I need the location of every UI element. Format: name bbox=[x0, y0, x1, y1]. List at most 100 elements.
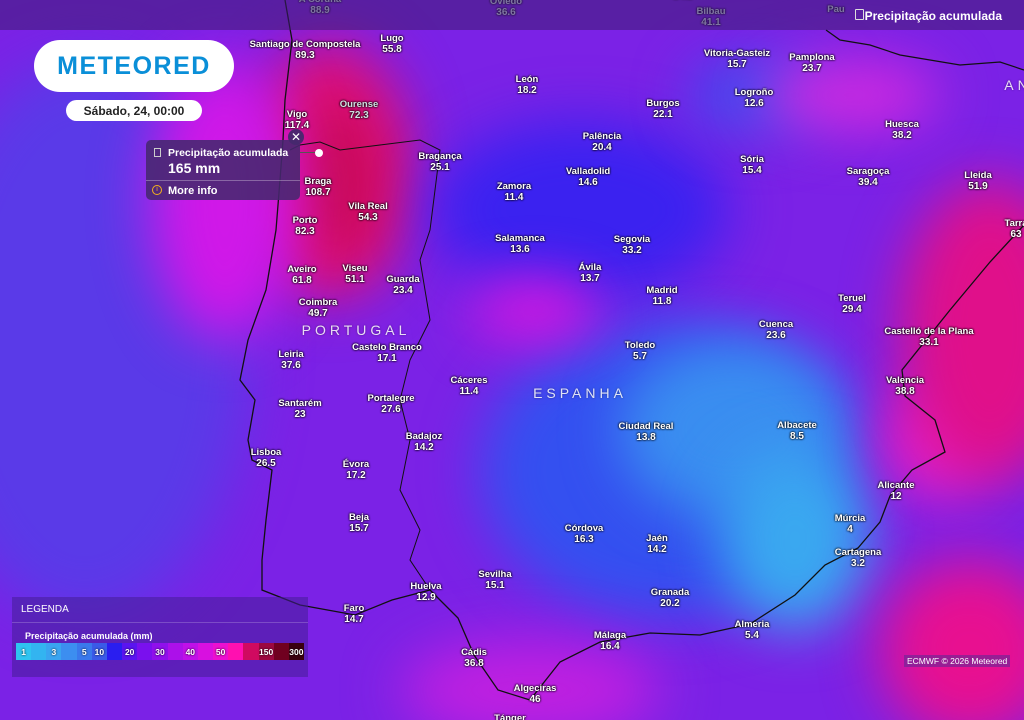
city-value: 13.8 bbox=[636, 432, 656, 443]
legend-stop: 30 bbox=[152, 643, 168, 660]
city-value: 23.7 bbox=[802, 63, 822, 74]
city-label[interactable]: Santiago de Compostela 89.3 bbox=[250, 39, 361, 61]
city-label[interactable]: Bragança 25.1 bbox=[418, 151, 461, 173]
city-label[interactable]: Guarda 23.4 bbox=[386, 274, 419, 296]
city-label[interactable]: Zamora 11.4 bbox=[497, 181, 531, 203]
city-label[interactable]: Portalegre 27.6 bbox=[368, 393, 415, 415]
city-label[interactable]: Lugo 55.8 bbox=[380, 33, 403, 55]
city-label[interactable]: Porto 82.3 bbox=[293, 215, 318, 237]
legend-title: LEGENDA bbox=[21, 604, 69, 615]
city-value: 3.2 bbox=[851, 558, 865, 569]
city-label[interactable]: Aveiro 61.8 bbox=[287, 264, 316, 286]
city-name: Castelo Branco bbox=[352, 342, 422, 353]
city-label[interactable]: Huelva 12.9 bbox=[410, 581, 441, 603]
city-label[interactable]: Sória 15.4 bbox=[740, 154, 764, 176]
city-label[interactable]: Cáceres 11.4 bbox=[451, 375, 488, 397]
city-value: 14.6 bbox=[578, 177, 598, 188]
city-label[interactable]: Córdova 16.3 bbox=[565, 523, 604, 545]
city-value: 23 bbox=[294, 409, 306, 420]
city-label[interactable]: Múrcia 4 bbox=[835, 513, 866, 535]
city-name: Viseu bbox=[342, 263, 368, 274]
city-label[interactable]: Segovia 33.2 bbox=[614, 234, 650, 256]
city-name: Cuenca bbox=[758, 319, 794, 330]
more-info-link[interactable]: More info bbox=[168, 185, 218, 197]
city-label[interactable]: Pamplona 23.7 bbox=[789, 52, 834, 74]
city-value: 33.1 bbox=[919, 337, 939, 348]
city-label[interactable]: Vila Real 54.3 bbox=[348, 201, 387, 223]
city-label[interactable]: Faro 14.7 bbox=[344, 603, 365, 625]
city-label[interactable]: Santarém 23 bbox=[278, 398, 321, 420]
city-label[interactable]: Lisboa 26.5 bbox=[251, 447, 282, 469]
city-label[interactable]: Ourense 72.3 bbox=[340, 99, 379, 121]
legend-stop bbox=[61, 643, 77, 660]
meteored-logo[interactable]: METEORED bbox=[34, 40, 234, 92]
city-label[interactable]: Vitoria-Gasteiz 15.7 bbox=[704, 48, 770, 70]
city-label[interactable]: Valladolid 14.6 bbox=[566, 166, 610, 188]
city-label[interactable]: Évora 17.2 bbox=[343, 459, 369, 481]
city-label[interactable]: Jaén 14.2 bbox=[646, 533, 668, 555]
city-label[interactable]: Valencia 38.8 bbox=[886, 375, 924, 397]
city-label[interactable]: Tarra63 bbox=[1004, 218, 1024, 240]
city-value: 14.2 bbox=[414, 442, 434, 453]
city-label[interactable]: Leiria 37.6 bbox=[278, 349, 303, 371]
city-label[interactable]: Cuenca 23.6 bbox=[759, 319, 793, 341]
city-label[interactable]: Málaga 16.4 bbox=[594, 630, 626, 652]
city-label[interactable]: Beja 15.7 bbox=[349, 512, 369, 534]
city-label[interactable]: Toledo 5.7 bbox=[625, 340, 655, 362]
city-label[interactable]: Ciudad Real 13.8 bbox=[619, 421, 674, 443]
city-label[interactable]: Salamanca 13.6 bbox=[495, 233, 545, 255]
city-label[interactable]: Tánger bbox=[494, 713, 526, 720]
city-label[interactable]: Ávila 13.7 bbox=[579, 262, 602, 284]
city-label[interactable]: Vigo 117.4 bbox=[285, 109, 309, 131]
layer-title[interactable]: Precipitação acumulada bbox=[864, 9, 1002, 23]
city-value: 12.9 bbox=[416, 592, 436, 603]
city-name: Braga bbox=[304, 176, 332, 187]
location-pin[interactable] bbox=[315, 149, 323, 157]
forecast-date[interactable]: Sábado, 24, 00:00 bbox=[66, 100, 202, 121]
city-label[interactable]: Algeciras 46 bbox=[514, 683, 557, 705]
city-label[interactable]: Badajoz 14.2 bbox=[406, 431, 442, 453]
legend-stop: 1 bbox=[16, 643, 32, 660]
city-label[interactable]: Palência 20.4 bbox=[583, 131, 622, 153]
city-label[interactable]: Alicante 12 bbox=[878, 480, 915, 502]
city-value: 4 bbox=[847, 524, 853, 535]
city-label[interactable]: Huesca 38.2 bbox=[885, 119, 919, 141]
city-name: Faro bbox=[343, 603, 365, 614]
city-label[interactable]: Almeria 5.4 bbox=[735, 619, 770, 641]
city-label[interactable]: Coimbra 49.7 bbox=[299, 297, 338, 319]
city-label[interactable]: Saragoça 39.4 bbox=[847, 166, 890, 188]
city-label[interactable]: Viseu 51.1 bbox=[342, 263, 367, 285]
city-label[interactable]: Braga 108.7 bbox=[305, 176, 332, 198]
city-label[interactable]: Sevilha 15.1 bbox=[478, 569, 511, 591]
city-label[interactable]: Madrid 11.8 bbox=[646, 285, 677, 307]
city-name: Badajoz bbox=[405, 431, 443, 442]
city-name: Vila Real bbox=[348, 201, 388, 212]
rain-gauge-icon bbox=[154, 148, 161, 157]
city-name: Huelva bbox=[410, 581, 442, 592]
city-name: Toledo bbox=[624, 340, 656, 351]
close-popup-button[interactable]: ✕ bbox=[288, 129, 304, 145]
city-name: Tarra bbox=[1004, 218, 1024, 229]
city-label[interactable]: Castelló de la Plana 33.1 bbox=[884, 326, 973, 348]
city-label[interactable]: Burgos 22.1 bbox=[646, 98, 679, 120]
city-label[interactable]: Cádis 36.8 bbox=[461, 647, 487, 669]
city-label[interactable]: Granada 20.2 bbox=[651, 587, 690, 609]
city-label[interactable]: Lleida 51.9 bbox=[964, 170, 991, 192]
city-value: 108.7 bbox=[305, 187, 331, 198]
city-label[interactable]: Albacete 8.5 bbox=[777, 420, 817, 442]
city-label[interactable]: Cartagena 3.2 bbox=[835, 547, 881, 569]
city-label[interactable]: Teruel 29.4 bbox=[838, 293, 866, 315]
city-value: 89.3 bbox=[295, 50, 315, 61]
city-name: Porto bbox=[292, 215, 318, 226]
city-name: Castelló de la Plana bbox=[884, 326, 974, 337]
legend-stop bbox=[31, 643, 47, 660]
city-label[interactable]: Logroño 12.6 bbox=[735, 87, 774, 109]
city-label[interactable]: Castelo Branco 17.1 bbox=[352, 342, 422, 364]
city-name: Santarém bbox=[278, 398, 322, 409]
legend-stop bbox=[228, 643, 244, 660]
city-label[interactable]: León 18.2 bbox=[516, 74, 539, 96]
city-name: Lugo bbox=[380, 33, 404, 44]
